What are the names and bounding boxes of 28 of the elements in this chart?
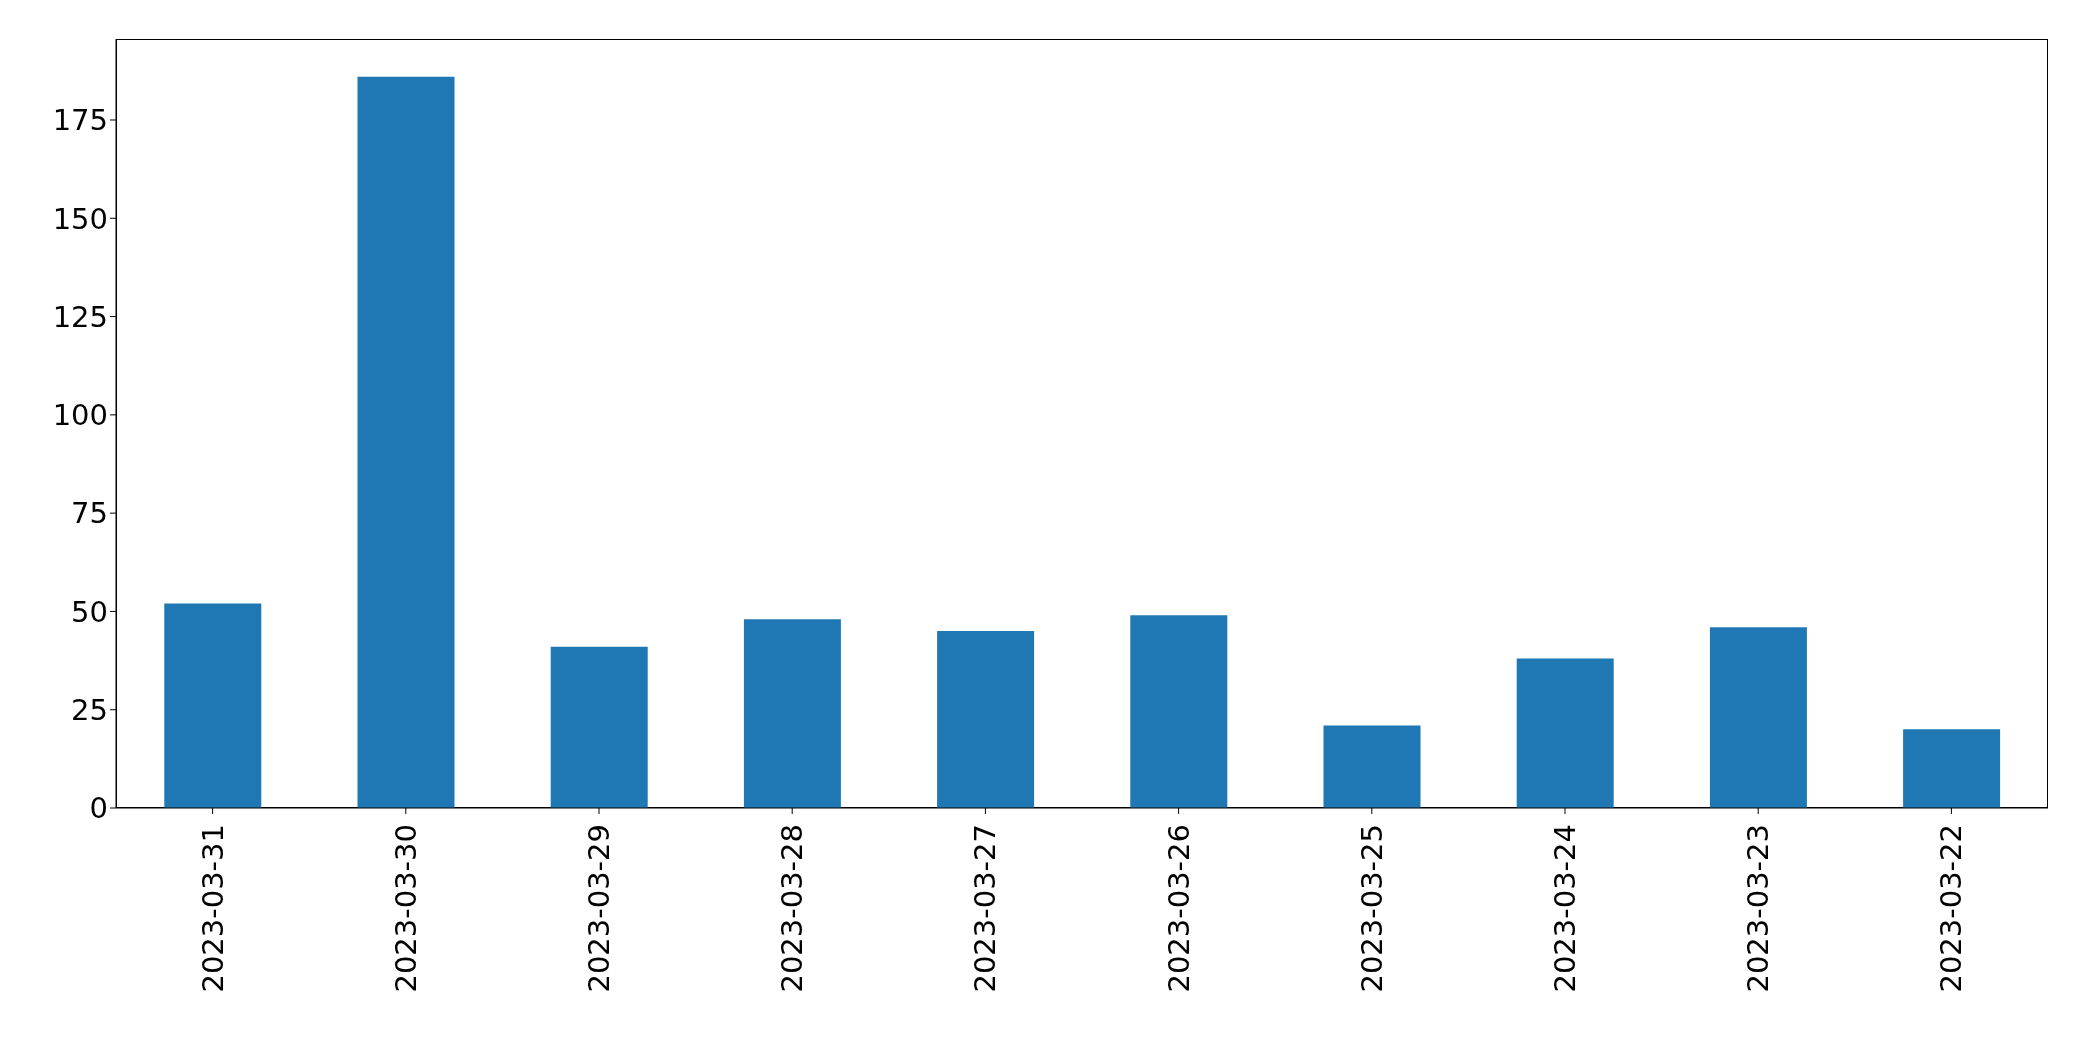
y-tick-label: 150 <box>52 201 108 236</box>
bar <box>1323 725 1421 808</box>
x-tick-label: 2023-03-24 <box>1548 824 1582 993</box>
bar <box>743 619 841 808</box>
y-tick-label: 75 <box>71 496 108 531</box>
x-tick-label: 2023-03-22 <box>1934 824 1969 993</box>
y-tick-label: 25 <box>71 693 108 728</box>
bar <box>164 603 262 808</box>
x-tick-label: 2023-03-26 <box>1161 824 1196 993</box>
bar <box>357 76 455 808</box>
bar <box>1130 615 1228 808</box>
y-tick-label: 175 <box>52 103 108 138</box>
x-tick-label: 2023-03-31 <box>195 824 230 993</box>
y-tick-label: 0 <box>89 791 108 826</box>
bar <box>1709 627 1807 808</box>
y-tick-label: 100 <box>52 398 108 433</box>
bar <box>1903 729 2001 808</box>
bar <box>550 646 648 808</box>
y-tick-label: 125 <box>52 299 108 334</box>
y-tick-label: 50 <box>71 594 108 629</box>
x-tick-label: 2023-03-28 <box>775 824 810 993</box>
x-tick-label: 2023-03-23 <box>1741 824 1776 993</box>
x-tick-label: 2023-03-29 <box>582 824 616 993</box>
x-tick-label: 2023-03-25 <box>1354 824 1389 993</box>
bar <box>1516 658 1614 808</box>
bar <box>937 631 1035 808</box>
x-tick-label: 2023-03-27 <box>968 824 1003 993</box>
x-tick-label: 2023-03-30 <box>388 824 423 993</box>
